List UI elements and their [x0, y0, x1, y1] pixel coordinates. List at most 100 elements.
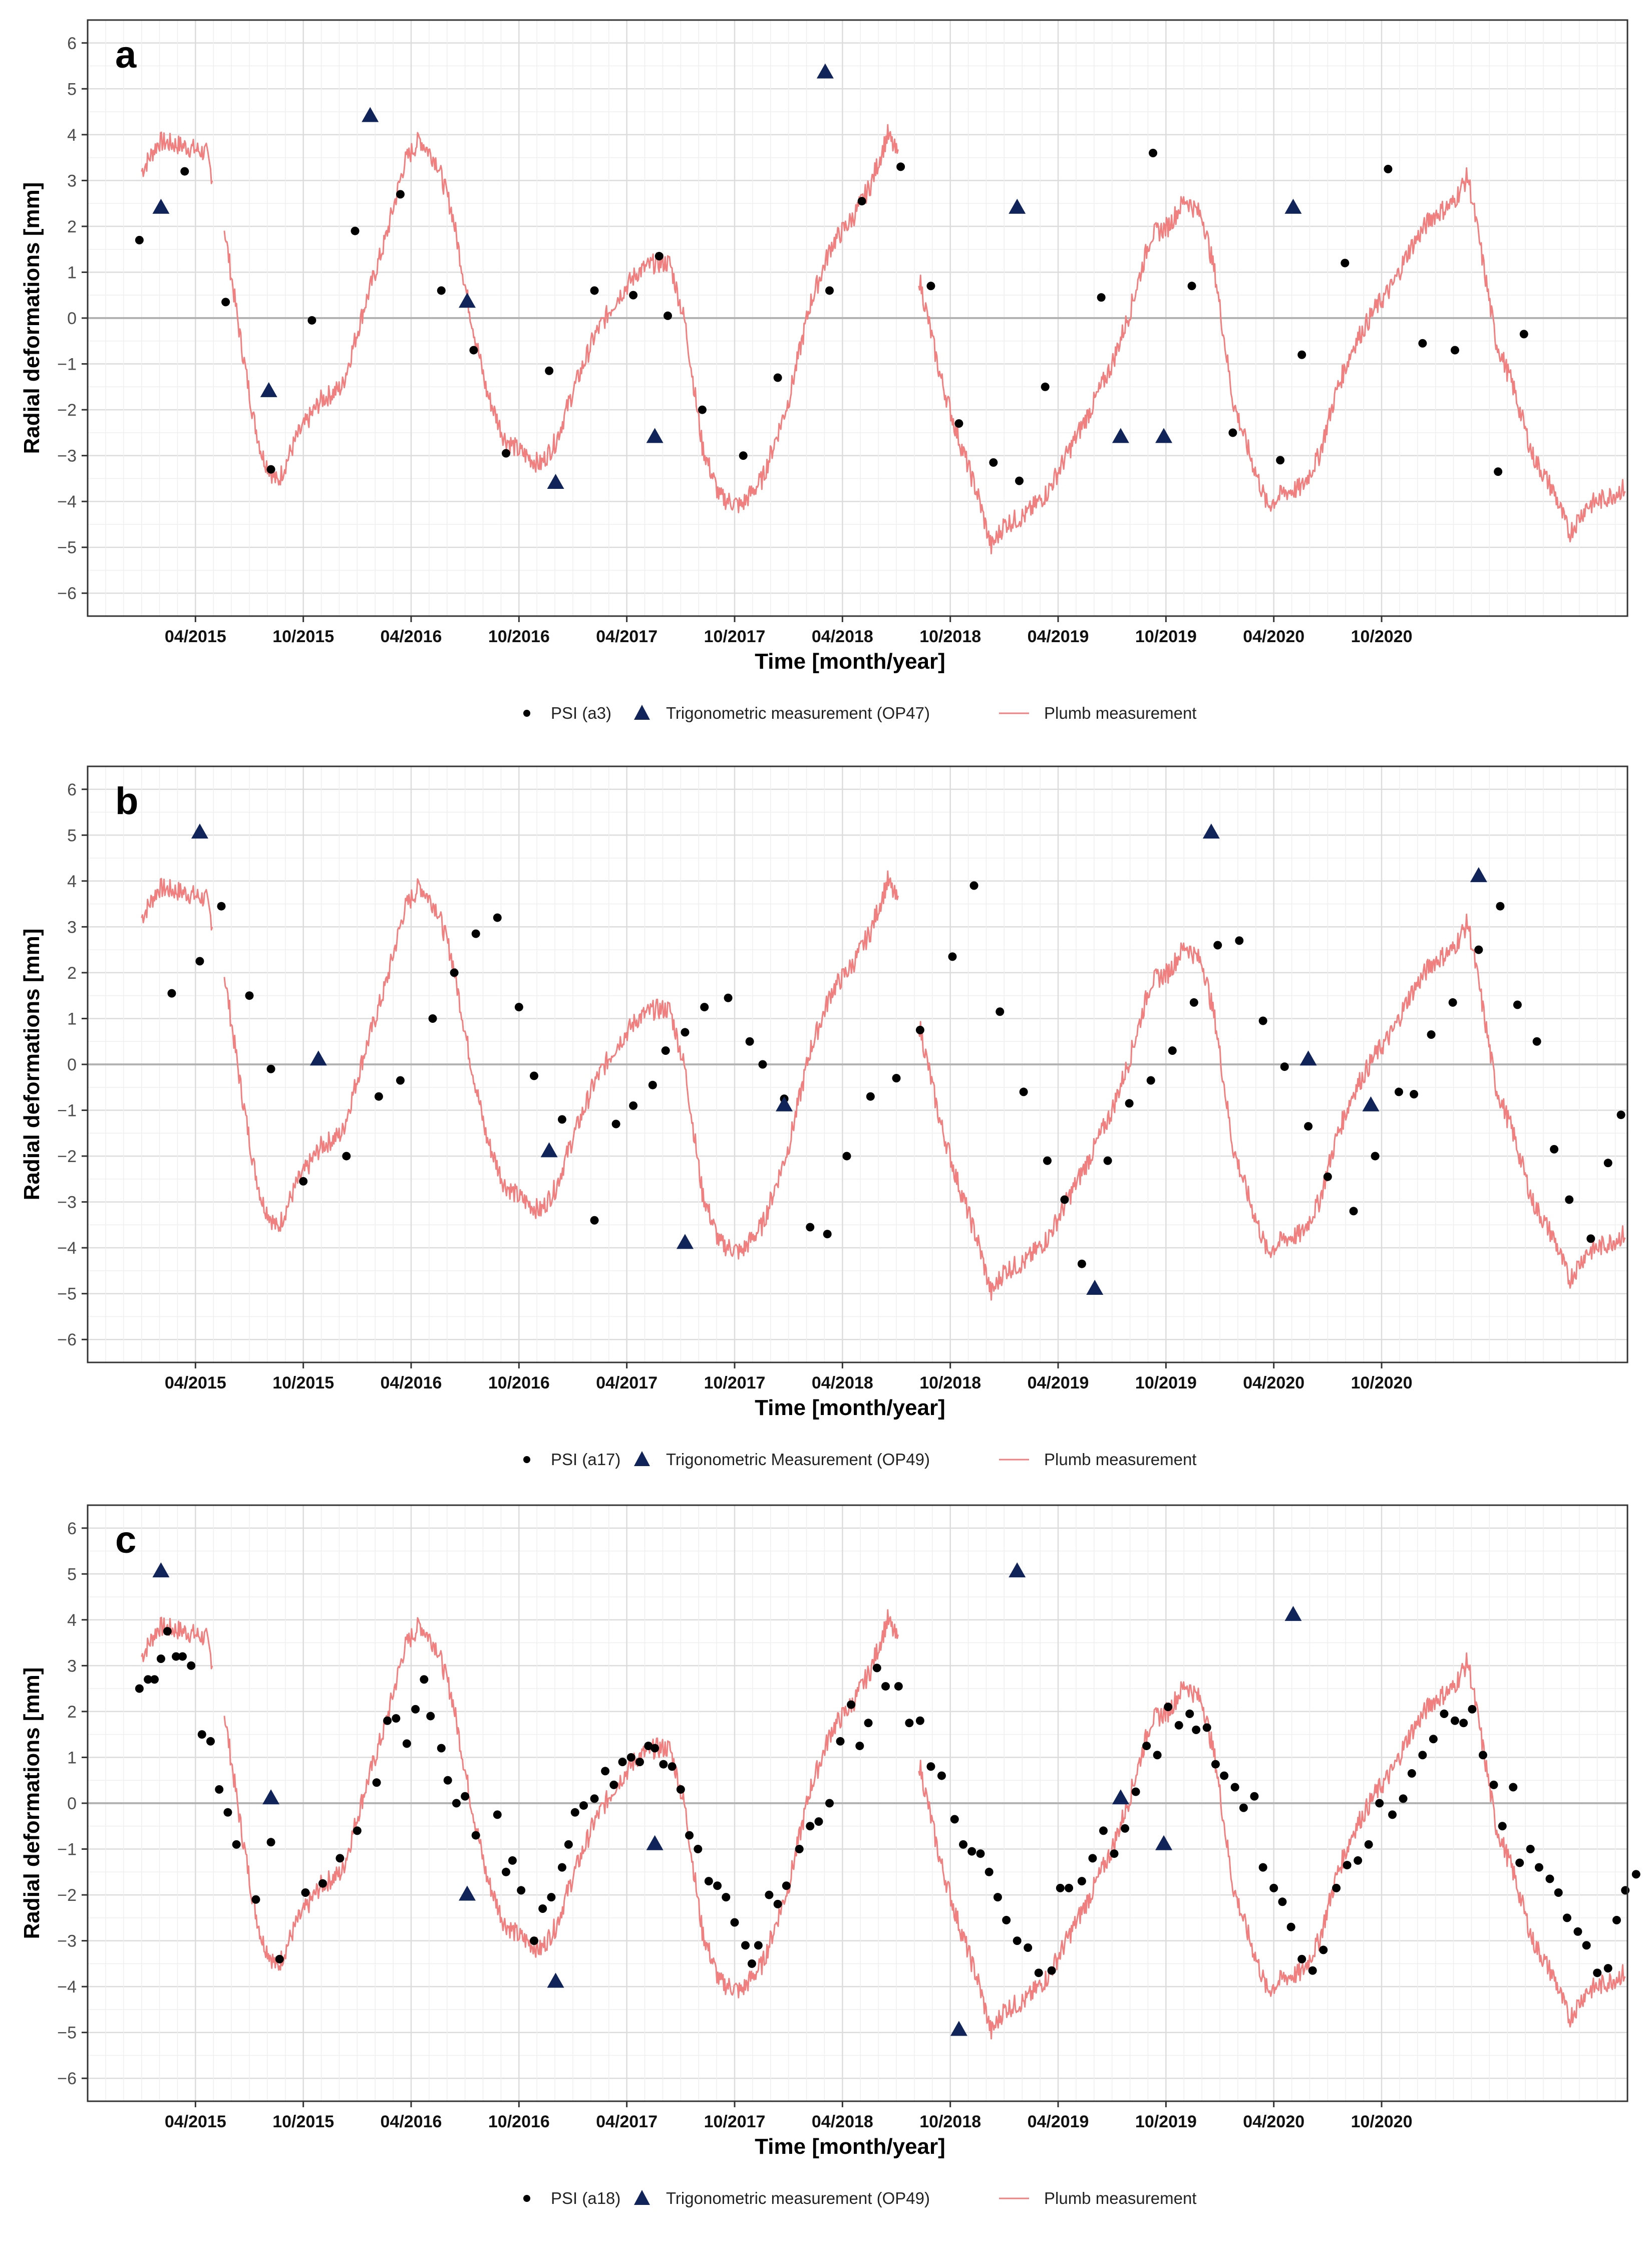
psi-point [570, 1808, 579, 1817]
y-tick-label: 6 [67, 780, 77, 799]
psi-point [1065, 1883, 1074, 1892]
y-tick-label: 5 [67, 1565, 77, 1584]
y-tick-label: 2 [67, 1703, 77, 1722]
trig-triangle [152, 1562, 170, 1578]
psi-point [1349, 1207, 1358, 1216]
panel-b-grid [87, 766, 1627, 1363]
psi-point [1388, 1810, 1397, 1819]
psi-point [996, 1007, 1005, 1016]
y-tick-label: −3 [57, 1193, 77, 1212]
trig-triangle [1284, 198, 1302, 214]
psi-point [1603, 1159, 1612, 1168]
psi-point [959, 1840, 968, 1849]
psi-point [1149, 148, 1158, 157]
psi-point [730, 1918, 739, 1927]
x-tick-label: 10/2016 [488, 2112, 550, 2131]
plumb-line-segment [223, 124, 899, 513]
psi-point [1586, 1234, 1595, 1243]
psi-point [664, 311, 673, 320]
psi-point [1399, 1794, 1408, 1803]
y-tick-label: 3 [67, 918, 77, 937]
psi-point [1494, 467, 1503, 476]
trig-triangle [1299, 1050, 1317, 1066]
psi-point [1276, 456, 1285, 465]
psi-point [626, 1753, 635, 1762]
panel-b-psi-series [167, 881, 1625, 1268]
psi-point [1034, 1969, 1043, 1978]
psi-point [1278, 1897, 1287, 1906]
psi-point [1286, 1922, 1295, 1931]
y-tick-label: −3 [57, 447, 77, 466]
panel-b-x-axis-title: Time [month/year] [755, 1395, 945, 1420]
psi-point [1371, 1152, 1380, 1161]
psi-point [1474, 945, 1483, 954]
y-tick-label: 3 [67, 1656, 77, 1675]
psi-point [1308, 1966, 1317, 1975]
panel-c-plumb-series [141, 1609, 1626, 2040]
psi-point [1002, 1915, 1011, 1924]
psi-point [1013, 1936, 1022, 1945]
psi-point [215, 1785, 224, 1794]
psi-point [529, 1071, 538, 1080]
psi-point [618, 1758, 627, 1767]
psi-point [648, 1080, 657, 1089]
trig-triangle [260, 382, 277, 397]
psi-point [739, 451, 748, 460]
psi-point [564, 1840, 573, 1849]
psi-point [266, 1838, 275, 1847]
psi-point [1125, 1099, 1134, 1108]
x-tick-label: 04/2018 [812, 1373, 873, 1392]
psi-point [1202, 1723, 1211, 1732]
psi-point [806, 1822, 815, 1831]
psi-point [1220, 1771, 1229, 1780]
y-tick-label: 0 [67, 1794, 77, 1813]
psi-point [167, 989, 176, 998]
legend-trig-symbol [634, 705, 650, 720]
psi-point [825, 1799, 834, 1808]
psi-point [926, 1762, 935, 1771]
psi-point [635, 1758, 644, 1767]
psi-point [1440, 1710, 1449, 1718]
y-tick-label: −6 [57, 1330, 77, 1349]
panel-a-ticks: 6 5 4 3 2 1 0 −1 −2 −3 −4 −5 −6 04/2015 10/2015 04/2016… [57, 34, 1412, 646]
legend-psi-symbol [523, 1456, 530, 1463]
psi-point [150, 1675, 159, 1684]
psi-point [823, 1230, 832, 1239]
psi-point [342, 1152, 351, 1161]
psi-point [1077, 1259, 1086, 1268]
psi-point [1121, 1824, 1130, 1833]
psi-point [773, 373, 782, 382]
x-tick-label: 10/2016 [488, 1373, 550, 1392]
x-tick-label: 04/2020 [1243, 627, 1304, 646]
psi-point [1354, 1856, 1363, 1865]
panel-c-legend: PSI (a18) Trigonometric measurement (OP4… [523, 2189, 1196, 2207]
psi-point [601, 1767, 610, 1776]
plumb-line-segment [223, 1609, 899, 1999]
psi-point [915, 1025, 924, 1034]
trig-triangle [191, 823, 208, 839]
psi-point [1056, 1883, 1065, 1892]
psi-point [704, 1877, 713, 1886]
psi-point [724, 993, 733, 1002]
psi-point [545, 366, 554, 375]
x-tick-label: 04/2017 [596, 627, 657, 646]
psi-point [984, 1867, 994, 1876]
psi-point [163, 1627, 172, 1636]
psi-point [1621, 1886, 1630, 1895]
y-tick-label: 1 [67, 263, 77, 282]
psi-point [892, 1073, 901, 1082]
psi-point [866, 1092, 875, 1101]
psi-point [836, 1737, 845, 1746]
psi-point [1631, 1870, 1640, 1879]
psi-point [1110, 1849, 1119, 1858]
plumb-line-segment [918, 1652, 1626, 2040]
psi-point [420, 1675, 429, 1684]
panel-a-letter: a [115, 34, 137, 76]
psi-point [1043, 1156, 1052, 1165]
psi-point [428, 1014, 437, 1023]
panel-b-y-axis-title: Radial deformations [mm] [20, 929, 44, 1201]
psi-point [396, 1076, 405, 1085]
plumb-line-segment [918, 167, 1626, 554]
psi-point [156, 1654, 165, 1663]
